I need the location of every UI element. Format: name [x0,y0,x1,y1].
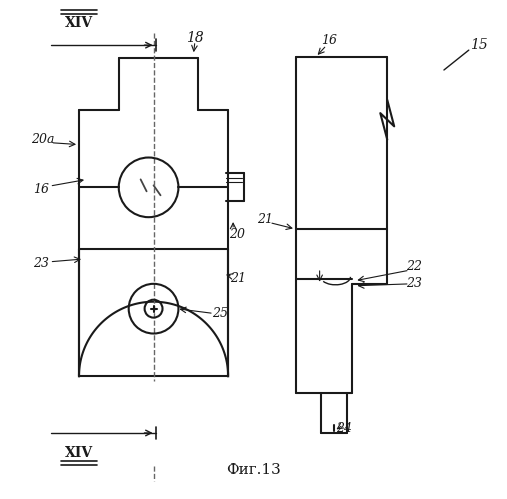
Text: 24: 24 [337,422,352,435]
Text: 21: 21 [257,213,273,226]
Text: Фиг.13: Фиг.13 [226,463,280,477]
Text: 20: 20 [229,228,245,241]
Text: 20а: 20а [31,133,55,146]
Text: 18: 18 [187,31,204,45]
Text: 16: 16 [33,183,49,196]
Text: 21: 21 [230,272,246,285]
Text: XIV: XIV [65,16,93,30]
Text: 16: 16 [321,33,338,47]
Text: 22: 22 [406,260,422,273]
Text: XIV: XIV [65,446,93,460]
Text: 23: 23 [406,277,422,290]
Text: 23: 23 [33,257,49,270]
Text: 15: 15 [470,38,488,52]
Text: 25: 25 [212,307,228,320]
